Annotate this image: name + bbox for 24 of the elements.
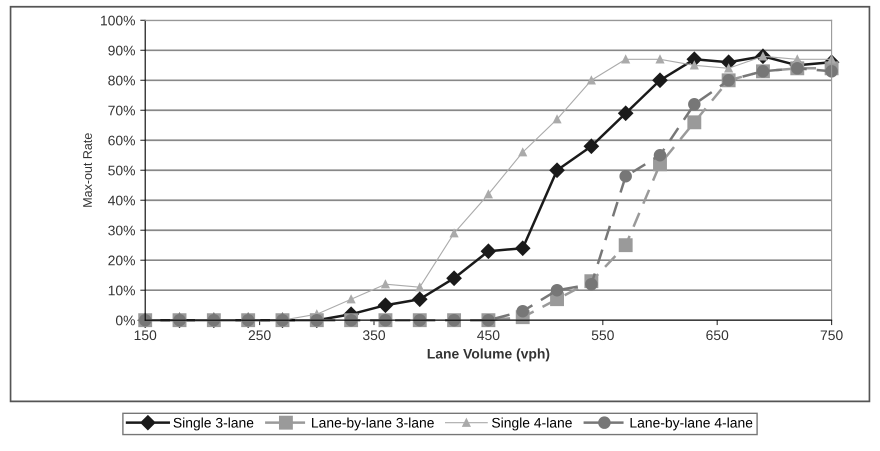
y-tick-label: 30% <box>108 226 135 236</box>
y-tick-label: 60% <box>108 136 135 146</box>
x-tick-label: 150 <box>134 330 156 340</box>
legend-label: Lane-by-lane 3-lane <box>312 417 434 430</box>
x-tick-label: 250 <box>248 330 271 340</box>
y-tick-label: 80% <box>108 76 135 86</box>
y-tick-label: 40% <box>108 196 135 206</box>
x-tick-label: 450 <box>477 330 500 340</box>
x-tick-label: 550 <box>592 330 614 340</box>
x-tick-label: 650 <box>706 330 728 340</box>
y-tick-label: 20% <box>108 256 135 266</box>
legend-label: Single 4-lane <box>492 417 572 430</box>
y-tick-label: 10% <box>108 286 135 296</box>
y-tick-label: 100% <box>101 16 135 26</box>
x-tick-label: 750 <box>820 330 843 340</box>
y-tick-label: 50% <box>108 166 135 176</box>
y-tick-label: 90% <box>108 46 135 56</box>
legend-label: Lane-by-lane 4-lane <box>630 417 752 430</box>
x-axis-title: Lane Volume (vph) <box>428 348 550 362</box>
legend-label: Single 3-lane <box>174 417 254 430</box>
y-axis-title: Max-out Rate <box>83 133 92 207</box>
y-tick-label: 70% <box>108 106 135 116</box>
x-tick-label: 350 <box>362 330 386 340</box>
y-tick-label: 0% <box>116 316 135 326</box>
